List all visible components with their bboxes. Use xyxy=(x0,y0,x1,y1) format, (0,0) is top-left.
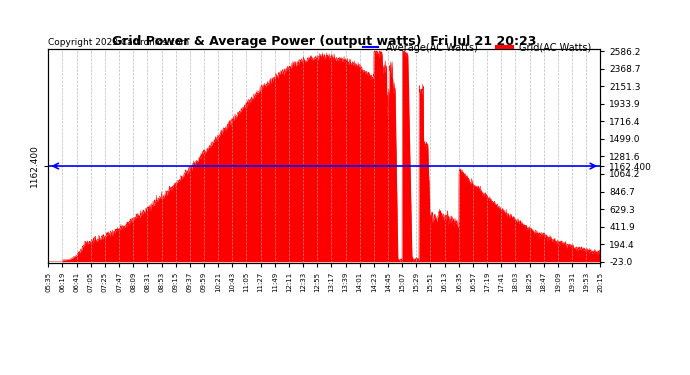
Text: Copyright 2023 Cartronics.com: Copyright 2023 Cartronics.com xyxy=(48,38,190,46)
Legend: Average(AC Watts), Grid(AC Watts): Average(AC Watts), Grid(AC Watts) xyxy=(359,39,595,56)
Title: Grid Power & Average Power (output watts)  Fri Jul 21 20:23: Grid Power & Average Power (output watts… xyxy=(112,34,537,48)
